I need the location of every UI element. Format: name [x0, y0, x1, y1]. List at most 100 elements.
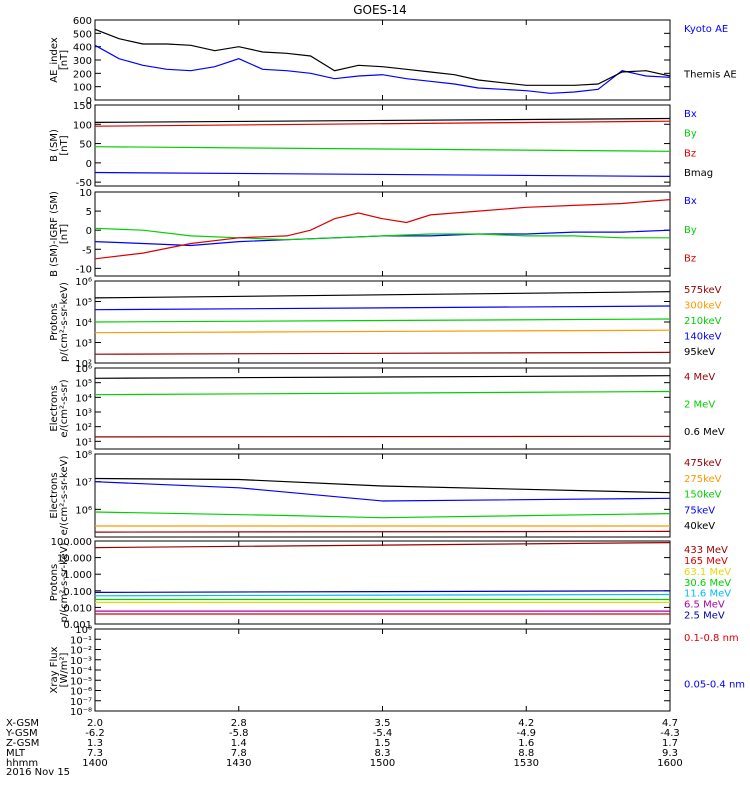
legend-label: 0.1-0.8 nm [684, 633, 739, 644]
orbit-value: 1400 [82, 758, 107, 769]
y-axis-label: AE_index [49, 37, 60, 83]
legend-label: 40keV [684, 521, 715, 532]
legend-label: 4 MeV [684, 372, 715, 383]
series-line-Bx [95, 229, 670, 247]
legend-label: 95keV [684, 347, 715, 358]
series-line-Kyoto-AE [95, 44, 670, 94]
legend-label: 300keV [684, 301, 722, 312]
y-tick-label: 0.001 [63, 620, 92, 631]
orbit-value: 1.4 [231, 738, 247, 749]
y-tick-label: 10⁶ [75, 505, 92, 516]
plot-date: 2016 Nov 15 [6, 767, 70, 778]
y-tick-label: 600 [73, 16, 92, 27]
legend-label: 6.5 MeV [684, 600, 725, 611]
panel-ae: 0 100 200 300 400 500 600 AE_index [nT] Kyoto AE T… [49, 16, 737, 107]
panel-frame [94, 628, 671, 712]
orbit-value: 1600 [657, 758, 682, 769]
orbit-value: 8.3 [375, 748, 391, 759]
y-tick-label: 10⁻⁸ [70, 707, 92, 718]
series-line-Themis-AE [95, 28, 670, 86]
series-line-Bz [95, 120, 670, 127]
y-axis-label: e/(cm²-s-sr) [59, 379, 70, 437]
orbit-label: X-GSM [6, 718, 39, 729]
y-tick-label: -5 [82, 245, 92, 256]
orbit-value: 4.7 [662, 718, 678, 729]
orbit-value: 7.3 [87, 748, 103, 759]
y-tick-label: 100 [73, 83, 92, 94]
orbit-value: 1.3 [87, 738, 103, 749]
y-axis-label: Electrons [49, 385, 60, 431]
y-tick-label: 10³ [75, 339, 92, 350]
y-axis-label: Electrons [49, 472, 60, 518]
y-tick-label: 0.100 [63, 587, 92, 598]
y-tick-label: 10⁻⁷ [70, 697, 92, 708]
y-tick-label: 10⁻¹ [70, 635, 92, 646]
orbit-value: 7.8 [231, 748, 247, 759]
y-axis-label: Protons [49, 303, 60, 340]
legend-label: 11.6 MeV [684, 589, 731, 600]
series-line-11.6-MeV [95, 593, 670, 597]
series-line-4-MeV [95, 435, 670, 438]
y-axis-label: Xray Flux [49, 646, 60, 693]
series-line-40keV [95, 477, 670, 494]
panel-frame [94, 19, 671, 101]
panel-b: -50 0 50 100 150 B (SM) [nT] Bx By Bz Bmag [49, 101, 713, 189]
orbit-value: 3.5 [375, 718, 391, 729]
legend-label: 30.6 MeV [684, 578, 731, 589]
y-tick-label: 0 [86, 159, 92, 170]
y-tick-label: 0.010 [63, 603, 92, 614]
orbit-label: Y-GSM [5, 728, 38, 739]
y-tick-label: 10⁻⁴ [70, 666, 92, 677]
legend-label: 140keV [684, 332, 722, 343]
series-line-By [95, 227, 670, 241]
series-line-210keV [95, 318, 670, 323]
orbit-value: 9.3 [662, 748, 678, 759]
legend-label: Bx [684, 196, 697, 207]
legend-label: Themis AE [683, 69, 737, 80]
series-line-2-MeV [95, 390, 670, 396]
y-tick-label: 10⁻⁵ [70, 676, 92, 687]
y-tick-label: 10⁴ [75, 393, 92, 404]
y-tick-label: 10 [79, 188, 92, 199]
series-line-575keV [95, 351, 670, 355]
panel-frame [94, 453, 671, 538]
orbit-value: 1.7 [662, 738, 678, 749]
y-tick-label: 10⁷ [75, 478, 92, 489]
legend-label: 475keV [684, 458, 722, 469]
y-axis-label: [nT] [59, 224, 70, 244]
panel-electrons_mev: 10¹ 10² 10³ 10⁴ 10⁵ 10⁶ Electrons e/(cm²-s-sr) 4… [49, 364, 725, 450]
y-tick-label: 10⁻³ [70, 656, 92, 667]
legend-label: 75keV [684, 505, 715, 516]
series-line-By [95, 146, 670, 152]
orbit-value: 2.8 [231, 718, 247, 729]
y-tick-label: 400 [73, 43, 92, 54]
y-tick-label: 10² [75, 423, 92, 434]
orbit-value: -4.3 [660, 728, 680, 739]
orbit-label: MLT [6, 748, 26, 759]
orbit-value: 1430 [226, 758, 251, 769]
orbit-value: 1500 [370, 758, 395, 769]
y-axis-label: p/(cm²-s-sr-keV) [59, 282, 70, 362]
series-line-150keV [95, 511, 670, 519]
series-line-2.5-MeV [95, 590, 670, 594]
y-tick-label: 10⁻² [70, 646, 92, 657]
orbit-value: -5.8 [229, 728, 249, 739]
panel-protons_kev: 10² 10³ 10⁴ 10⁵ 10⁶ Protons p/(cm²-s-sr-keV) 57… [49, 277, 722, 370]
orbit-value: -6.2 [85, 728, 105, 739]
y-tick-label: 0 [86, 226, 92, 237]
y-tick-label: 10² [75, 359, 92, 370]
panel-protons_mev: 0.001 0.010 0.100 1.000 10.000 100.000 Protons… [49, 537, 731, 631]
legend-label: Bz [684, 254, 696, 265]
y-axis-label: e/(cm²-s-sr-keV) [59, 456, 70, 536]
legend-label: 150keV [684, 490, 722, 501]
panel-db: -10 -5 0 5 10 B (SM)-IGRF (SM) [nT] Bx By Bz [49, 188, 697, 277]
legend-label: By [684, 129, 697, 140]
y-tick-label: 10⁰ [75, 625, 92, 636]
y-tick-label: 0 [86, 96, 92, 107]
series-line-Bmag [95, 117, 670, 123]
y-tick-label: 100 [73, 120, 92, 131]
legend-label: Kyoto AE [684, 24, 728, 35]
orbit-value: 8.8 [518, 748, 534, 759]
